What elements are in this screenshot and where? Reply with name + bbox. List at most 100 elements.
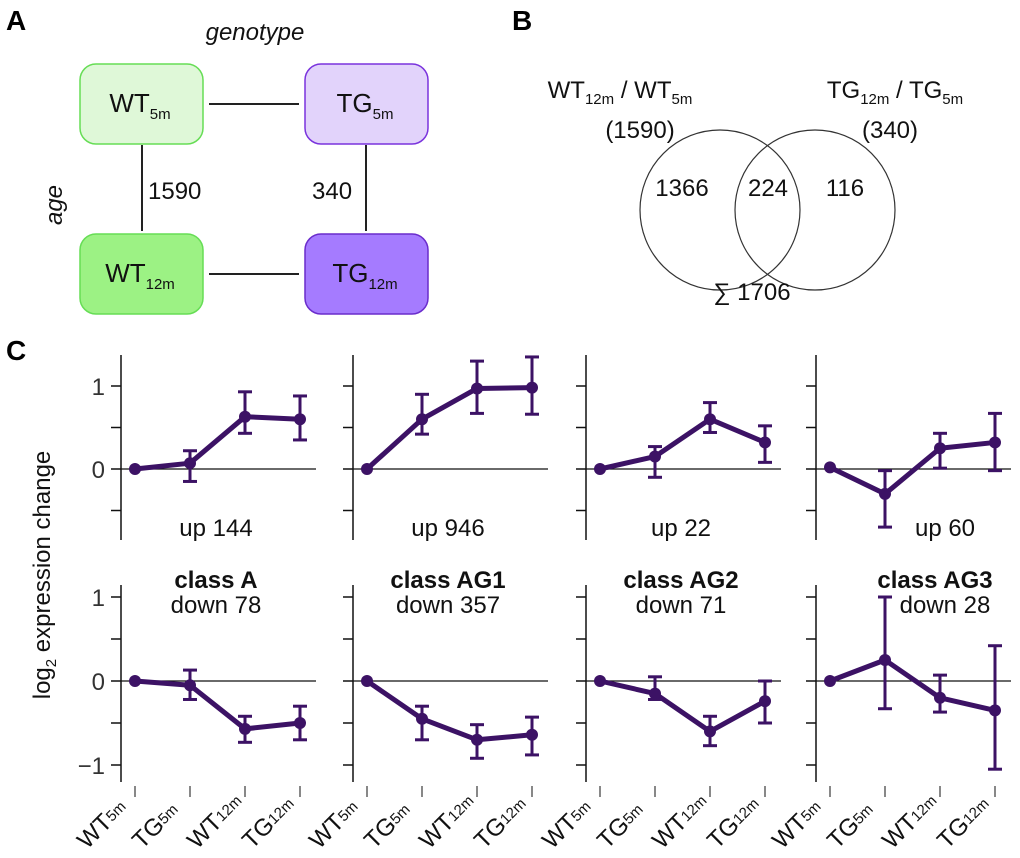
- data-point: [879, 487, 891, 500]
- panel-label-b: B: [512, 5, 532, 36]
- group-box-label: TG12m: [332, 258, 397, 293]
- group-name: WT: [105, 258, 146, 288]
- x-tick-label: WT5m: [72, 794, 132, 854]
- group-age: 12m: [146, 276, 175, 293]
- up-count-label: up 60: [915, 515, 975, 542]
- series-line: [365, 678, 533, 743]
- data-point: [759, 436, 771, 449]
- up-count-label: up 946: [411, 515, 484, 542]
- data-point: [239, 410, 251, 423]
- group-box: [304, 63, 429, 145]
- group-name: TG: [332, 258, 368, 288]
- group-box-label: WT5m: [109, 88, 170, 123]
- data-point: [294, 413, 306, 426]
- data-point: [989, 704, 1001, 717]
- y-tick-label: 0: [92, 669, 105, 696]
- data-point: [129, 463, 141, 475]
- x-tick-label: TG12m: [237, 791, 300, 854]
- x-tick-label: TG5m: [822, 797, 879, 854]
- class-label: class A: [174, 567, 257, 594]
- x-tick-label: WT12m: [877, 788, 943, 854]
- data-point: [704, 725, 716, 738]
- data-point: [824, 675, 836, 687]
- class-label: class AG1: [390, 567, 505, 594]
- down-count-label: down 28: [900, 592, 991, 619]
- up-count-label: up 22: [651, 515, 711, 542]
- data-point: [471, 733, 483, 746]
- x-tick-label: WT12m: [647, 788, 713, 854]
- venn-left-title: WT12m / WT5m: [548, 77, 693, 108]
- data-point: [934, 691, 946, 704]
- x-tick-label: TG5m: [359, 797, 416, 854]
- series-line: [829, 657, 996, 713]
- data-point: [416, 712, 428, 725]
- venn-circle-left: [639, 129, 801, 291]
- data-point: [129, 675, 141, 687]
- y-tick-label: 0: [92, 457, 105, 484]
- group-age: 5m: [150, 106, 171, 123]
- group-box: [79, 63, 204, 145]
- x-tick-label: WT12m: [414, 788, 480, 854]
- data-point: [361, 463, 373, 475]
- venn-right-only: 116: [826, 175, 864, 202]
- venn-sum: ∑ 1706: [713, 279, 790, 306]
- series-line: [599, 416, 766, 472]
- x-tick-label: TG12m: [702, 791, 765, 854]
- group-name: TG: [337, 88, 373, 118]
- group-box: [79, 233, 204, 315]
- data-point: [759, 695, 771, 708]
- data-point: [934, 442, 946, 455]
- group-box: [304, 233, 429, 315]
- age-label: age: [41, 185, 68, 225]
- class-label: class AG2: [623, 567, 738, 594]
- x-tick-label: TG12m: [469, 791, 532, 854]
- data-point: [649, 687, 661, 700]
- data-point: [594, 675, 606, 687]
- series-line: [134, 678, 301, 732]
- genotype-label: genotype: [206, 19, 305, 46]
- venn-right-title: TG12m / TG5m: [827, 77, 963, 108]
- data-point: [824, 461, 836, 474]
- group-age: 12m: [368, 276, 397, 293]
- panel-label-a: A: [6, 5, 26, 36]
- venn-left-total: (1590): [605, 117, 674, 144]
- tg-age-count: 340: [312, 178, 352, 205]
- data-point: [649, 450, 661, 463]
- group-box-label: WT12m: [105, 258, 175, 293]
- venn-circle-right: [734, 129, 896, 291]
- group-box-label: TG5m: [337, 88, 394, 123]
- group-name: WT: [109, 88, 150, 118]
- data-point: [361, 675, 373, 687]
- data-point: [416, 413, 428, 426]
- wt-age-count: 1590: [148, 178, 201, 205]
- venn-left-only: 1366: [655, 175, 708, 202]
- y-tick-label: 1: [92, 374, 105, 401]
- series-line: [365, 385, 533, 471]
- data-point: [184, 679, 196, 692]
- y-axis-label: log2 expression change: [29, 451, 60, 700]
- down-count-label: down 357: [396, 592, 500, 619]
- data-point: [526, 728, 538, 741]
- up-count-label: up 144: [179, 515, 252, 542]
- data-point: [294, 717, 306, 729]
- series-line: [134, 414, 301, 472]
- y-tick-label: 1: [92, 585, 105, 612]
- x-tick-label: TG5m: [127, 797, 184, 854]
- venn-right-total: (340): [862, 117, 918, 144]
- group-age: 5m: [373, 106, 394, 123]
- data-point: [594, 463, 606, 475]
- data-point: [184, 457, 196, 470]
- x-tick-label: WT5m: [304, 794, 364, 854]
- x-tick-label: WT5m: [767, 794, 827, 854]
- y-tick-label: −1: [78, 753, 105, 780]
- down-count-label: down 71: [636, 592, 727, 619]
- panel-label-c: C: [6, 335, 26, 366]
- data-point: [989, 436, 1001, 449]
- data-point: [879, 654, 891, 666]
- data-point: [704, 413, 716, 426]
- x-tick-label: TG12m: [932, 791, 995, 854]
- class-label: class AG3: [877, 567, 992, 594]
- venn-overlap: 224: [748, 175, 788, 202]
